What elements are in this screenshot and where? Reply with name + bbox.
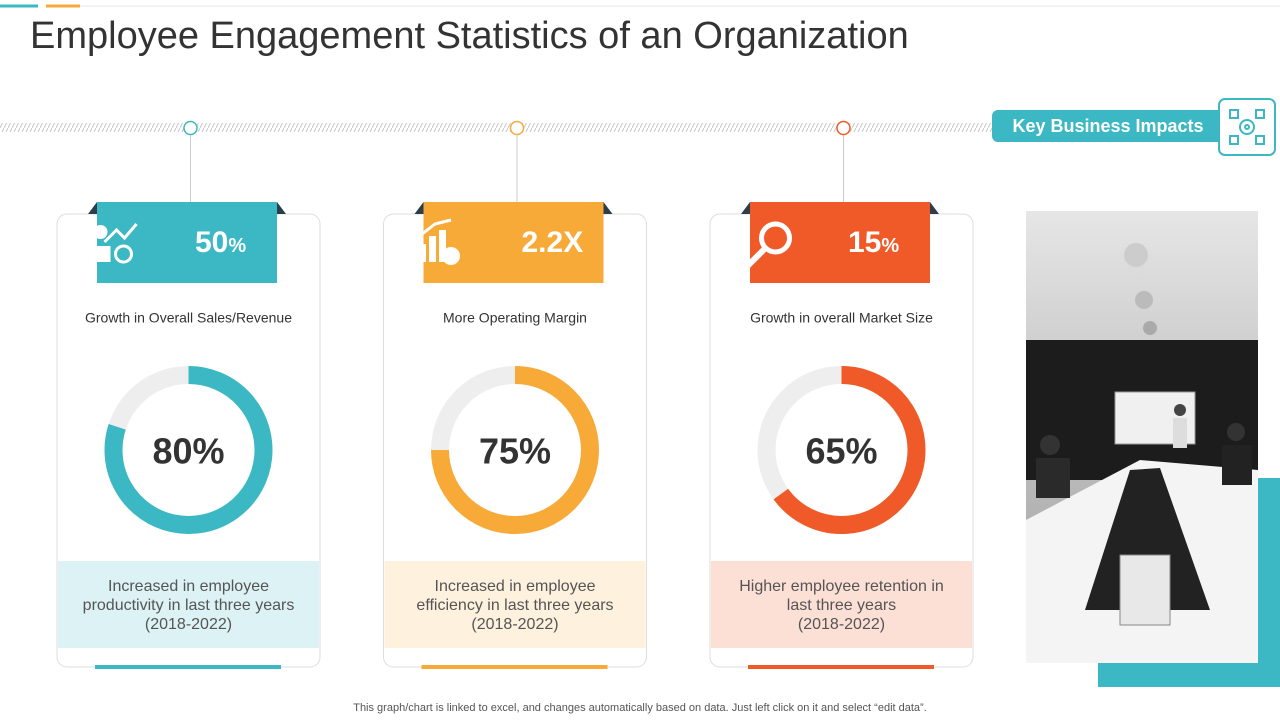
icon [442,247,460,265]
card-tint [711,561,972,648]
fold [414,202,424,214]
badge-icon [1218,98,1276,156]
header-icon [416,218,460,265]
description: (2018-2022) [798,616,885,633]
card-tint [384,561,646,648]
headline-value: 15 [848,226,881,259]
connector-dot [183,120,198,136]
description: efficiency in last three years [416,597,613,614]
donut-arc [104,366,273,534]
fold [741,202,750,214]
subtitle: More Operating Margin [443,310,587,326]
description: productivity in last three years [83,597,295,614]
donut-label: 75% [479,431,551,472]
header-icon [745,221,792,269]
card: 2.2X More Operating Margin 75% Increased in… [383,120,647,669]
icon [92,246,111,262]
card-accent [421,665,608,669]
icon [114,244,133,264]
header [97,202,277,283]
description: Higher employee retention in [739,578,944,595]
header [423,202,604,283]
icon [93,225,108,239]
description: (2018-2022) [145,616,232,633]
donut-label: 80% [152,431,224,472]
title: Employee Engagement Statistics of an Org… [30,15,909,57]
header [750,202,930,283]
icon [439,230,446,262]
description: Increased in employee [435,578,596,595]
card-accent [748,665,934,669]
fold [277,202,286,214]
hatch-line [0,123,992,132]
icon [745,245,768,269]
card: 50% Growth in Overall Sales/Revenue 80% Inc… [56,120,321,669]
donut-arc [773,366,926,534]
icon [1229,109,1265,145]
donut-arc [431,366,599,534]
card: 15% Growth in overall Market Size 65% Highe… [709,120,974,669]
footer: This graph/chart is linked to excel, and… [353,702,927,714]
headline: 15% [848,226,899,259]
icon [419,244,426,262]
headline-value: 50 [195,226,228,259]
icon [416,218,452,240]
fold [88,202,97,214]
badge-text: Key Business Impacts [1012,116,1203,136]
donut-label: 65% [805,431,877,472]
subtitle: Growth in overall Market Size [750,310,933,326]
subtitle: Growth in Overall Sales/Revenue [85,310,292,326]
connector-dot [509,120,525,136]
description: (2018-2022) [471,616,558,633]
headline: 50% [195,226,246,259]
icon [103,223,138,244]
connector-dot [836,120,851,136]
card-accent [95,665,281,669]
fold [603,202,613,214]
headline-value: 2.2X [522,226,584,259]
description: last three years [787,597,896,614]
card-tint [58,561,319,648]
fold [930,202,939,214]
description: Increased in employee [108,578,269,595]
headline: 2.2X [522,226,584,259]
badge [992,110,1232,142]
icon [759,221,792,255]
icon [429,236,436,262]
photo [1026,211,1280,687]
headline-unit: % [881,235,899,257]
header-icon [92,223,138,264]
headline-unit: % [228,235,246,257]
